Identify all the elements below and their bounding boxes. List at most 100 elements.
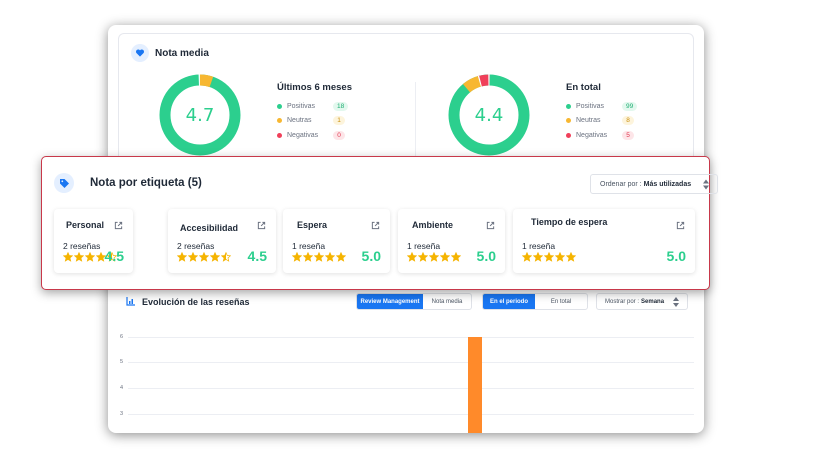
- tag-score: 5.0: [666, 248, 686, 264]
- tag-card-accesibilidad[interactable]: Accesibilidad 2 reseñas 4.5: [168, 209, 276, 273]
- legend-row-neutras: Neutras 8: [566, 114, 637, 129]
- legend-label: Neutras: [576, 117, 601, 125]
- star-rating: [407, 252, 461, 262]
- star-icon: [107, 252, 117, 262]
- star-icon: [210, 252, 220, 262]
- legend-title: En total: [566, 82, 601, 93]
- nota-media-title: Nota media: [155, 47, 209, 59]
- nota-media-panel: Nota media 4.7 Últimos 6 meses Positivas…: [118, 33, 694, 168]
- count-badge: 18: [333, 101, 349, 111]
- legend-total: En total Positivas 99 Neutras 8 Negativa…: [566, 82, 638, 143]
- legend-label: Positivas: [287, 102, 316, 110]
- chart-bar[interactable]: [468, 337, 482, 433]
- legend-row-negativas: Negativas 5: [566, 128, 637, 143]
- divider: [415, 82, 416, 162]
- review-count: 1 reseña: [522, 241, 556, 251]
- count-badge: 1: [333, 116, 345, 126]
- star-icon: [566, 252, 576, 262]
- star-icon: [440, 252, 450, 262]
- external-link-icon[interactable]: [371, 221, 380, 230]
- review-count: 2 reseñas: [63, 241, 101, 251]
- ordenar-por-select[interactable]: Ordenar por : Más utilizadas: [590, 174, 718, 194]
- mostrar-value: Semana: [641, 298, 665, 305]
- star-icon: [533, 252, 543, 262]
- positive-dot-icon: [566, 103, 571, 109]
- tag-card-ambiente[interactable]: Ambiente 1 reseña 5.0: [398, 209, 505, 273]
- star-icon: [303, 252, 313, 262]
- mostrar-por-select[interactable]: Mostrar por : Semana: [596, 293, 688, 310]
- evolucion-title: Evolución de las reseñas: [142, 297, 250, 307]
- star-icon: [85, 252, 95, 262]
- tag-name: Accesibilidad: [180, 223, 239, 233]
- tag-card-personal[interactable]: Personal 2 reseñas 4.5: [54, 209, 133, 273]
- external-link-icon[interactable]: [114, 221, 123, 230]
- negative-dot-icon: [566, 132, 571, 138]
- external-link-icon[interactable]: [676, 221, 685, 230]
- neutral-dot-icon: [277, 118, 282, 124]
- tab-en-total[interactable]: En total: [550, 298, 572, 305]
- tag-name: Personal: [66, 220, 105, 230]
- y-tick-label: 3: [120, 411, 124, 417]
- star-rating: [177, 252, 231, 262]
- period-toggle: En el periodo En total: [482, 293, 588, 310]
- star-icon: [336, 252, 346, 262]
- bar-chart-icon: [126, 293, 136, 311]
- review-count: 1 reseña: [407, 241, 441, 251]
- mostrar-label: Mostrar por :: [605, 298, 640, 305]
- tag-score: 5.0: [361, 248, 381, 264]
- grid-line: [128, 414, 694, 415]
- star-icon: [314, 252, 324, 262]
- tab-nota-media[interactable]: Nota media: [431, 298, 463, 305]
- review-count: 2 reseñas: [177, 241, 215, 251]
- review-count: 1 reseña: [292, 241, 326, 251]
- nota-por-etiqueta-header: Nota por etiqueta (5): [54, 173, 202, 193]
- legend-label: Negativas: [576, 131, 608, 139]
- tag-card-espera[interactable]: Espera 1 reseña 5.0: [283, 209, 390, 273]
- legend-title: Últimos 6 meses: [277, 82, 352, 93]
- star-icon: [522, 252, 532, 262]
- star-icon: [325, 252, 335, 262]
- star-rating: [63, 252, 117, 262]
- donut-last-6-months: 4.7 Últimos 6 meses Positivas 18 Neutras…: [129, 74, 389, 164]
- nota-por-etiqueta-title: Nota por etiqueta (5): [90, 177, 202, 189]
- legend-row-neutras: Neutras 1: [277, 114, 352, 129]
- tab-en-el-periodo[interactable]: En el periodo: [483, 294, 535, 309]
- nota-por-etiqueta-card: Nota por etiqueta (5) Ordenar por : Más …: [41, 156, 718, 290]
- star-icon: [74, 252, 84, 262]
- star-rating: [522, 252, 576, 262]
- y-tick-label: 6: [120, 334, 124, 340]
- star-rating: [292, 252, 346, 262]
- legend-row-positivas: Positivas 18: [277, 99, 352, 114]
- sort-label: Ordenar por :: [600, 180, 642, 188]
- donut-value: 4.7: [185, 104, 215, 126]
- external-link-icon[interactable]: [257, 221, 266, 230]
- tag-name: Ambiente: [412, 220, 454, 230]
- grid-line: [128, 362, 694, 363]
- star-icon: [292, 252, 302, 262]
- legend-label: Negativas: [287, 131, 319, 139]
- grid-line: [128, 388, 694, 389]
- up-down-chevron-icon: [673, 297, 679, 307]
- sort-value: Más utilizadas: [643, 180, 692, 188]
- evolucion-header: Evolución de las reseñas: [126, 293, 250, 311]
- star-icon: [221, 252, 231, 262]
- donut-chart-last6: [159, 74, 241, 156]
- star-icon: [544, 252, 554, 262]
- external-link-icon[interactable]: [486, 221, 495, 230]
- legend-label: Positivas: [576, 102, 605, 110]
- donut-total: 4.4 En total Positivas 99 Neutras 8 Nega…: [418, 74, 678, 164]
- star-icon: [96, 252, 106, 262]
- tag-card-tiempo-de-espera[interactable]: Tiempo de espera 1 reseña 5.0: [513, 209, 695, 273]
- tag-name: Tiempo de espera: [531, 217, 608, 227]
- metric-toggle: Review Management Nota media: [356, 293, 472, 310]
- y-tick-label: 4: [120, 385, 124, 391]
- grid-line: [128, 337, 694, 338]
- heart-icon: [131, 44, 149, 62]
- negative-dot-icon: [277, 132, 282, 138]
- tab-review-management[interactable]: Review Management: [357, 294, 423, 309]
- count-badge: 0: [333, 130, 345, 140]
- tag-score: 4.5: [104, 248, 124, 264]
- nota-media-header: Nota media: [131, 44, 209, 62]
- legend-row-positivas: Positivas 99: [566, 99, 638, 114]
- donut-value: 4.4: [474, 104, 504, 126]
